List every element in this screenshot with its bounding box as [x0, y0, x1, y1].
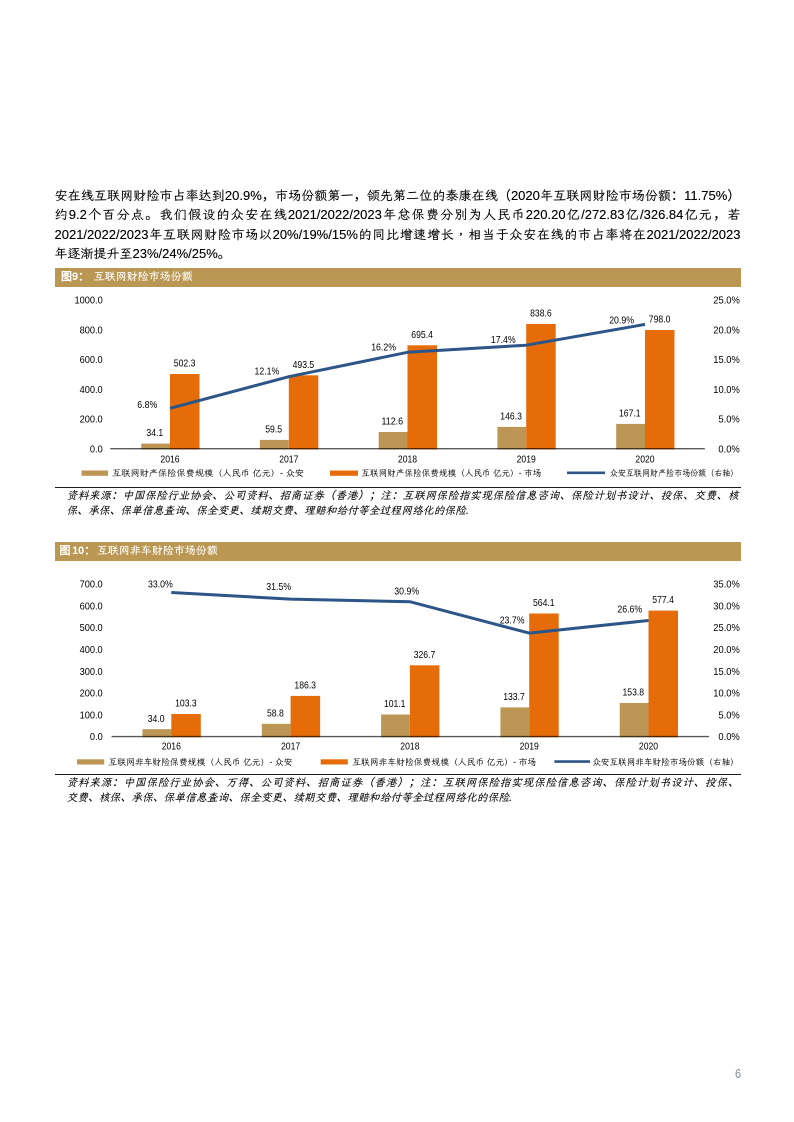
- svg-text:0.0%: 0.0%: [718, 444, 739, 455]
- svg-text:167.1: 167.1: [619, 409, 641, 420]
- svg-text:众安互联网财产险市场份额（右轴）: 众安互联网财产险市场份额（右轴）: [610, 468, 739, 478]
- svg-text:101.1: 101.1: [384, 699, 406, 710]
- svg-text:1000.0: 1000.0: [75, 296, 103, 307]
- svg-text:5.0%: 5.0%: [718, 710, 739, 721]
- svg-text:23.7%: 23.7%: [500, 616, 525, 627]
- svg-text:577.4: 577.4: [652, 595, 674, 606]
- svg-text:20.0%: 20.0%: [713, 645, 740, 656]
- svg-text:2020: 2020: [635, 455, 654, 466]
- svg-text:2019: 2019: [520, 741, 539, 752]
- svg-text:20.9%: 20.9%: [609, 316, 634, 327]
- svg-text:33.0%: 33.0%: [148, 580, 173, 591]
- svg-text:众安互联网非车财险市场份额（右轴）: 众安互联网非车财险市场份额（右轴）: [592, 757, 739, 767]
- svg-text:互联网非车财险保费规模（人民币 亿元）- 众安: 互联网非车财险保费规模（人民币 亿元）- 众安: [108, 757, 292, 767]
- svg-text:326.7: 326.7: [414, 650, 436, 661]
- svg-text:2016: 2016: [160, 455, 179, 466]
- svg-text:200.0: 200.0: [80, 689, 103, 700]
- svg-text:26.6%: 26.6%: [617, 604, 642, 615]
- svg-text:133.7: 133.7: [503, 692, 525, 703]
- svg-text:15.0%: 15.0%: [713, 355, 740, 366]
- svg-text:6.8%: 6.8%: [137, 400, 157, 411]
- svg-text:300.0: 300.0: [80, 667, 103, 678]
- svg-text:互联网非车财险保费规模（人民币 亿元）- 市场: 互联网非车财险保费规模（人民币 亿元）- 市场: [352, 757, 536, 767]
- svg-text:600.0: 600.0: [80, 355, 103, 366]
- svg-text:25.0%: 25.0%: [713, 296, 740, 307]
- svg-text:2020: 2020: [639, 741, 658, 752]
- svg-text:30.0%: 30.0%: [713, 601, 740, 612]
- svg-text:502.3: 502.3: [174, 359, 196, 370]
- svg-text:20.0%: 20.0%: [713, 325, 740, 336]
- svg-text:34.1: 34.1: [146, 428, 163, 439]
- svg-text:400.0: 400.0: [80, 385, 103, 396]
- svg-text:800.0: 800.0: [80, 325, 103, 336]
- svg-text:互联网财产保险保费规模（人民币 亿元）- 市场: 互联网财产保险保费规模（人民币 亿元）- 市场: [361, 468, 541, 478]
- svg-text:500.0: 500.0: [80, 623, 103, 634]
- svg-text:30.9%: 30.9%: [394, 587, 419, 598]
- svg-text:15.0%: 15.0%: [713, 667, 740, 678]
- svg-text:2019: 2019: [517, 455, 536, 466]
- svg-text:5.0%: 5.0%: [718, 415, 739, 426]
- svg-text:16.2%: 16.2%: [371, 342, 396, 353]
- svg-text:798.0: 798.0: [649, 315, 671, 326]
- svg-text:112.6: 112.6: [382, 417, 404, 428]
- svg-text:2018: 2018: [400, 741, 419, 752]
- svg-text:564.1: 564.1: [533, 598, 555, 609]
- svg-text:600.0: 600.0: [80, 601, 103, 612]
- svg-text:200.0: 200.0: [80, 415, 103, 426]
- svg-text:153.8: 153.8: [623, 688, 645, 699]
- svg-text:700.0: 700.0: [80, 579, 103, 590]
- svg-text:146.3: 146.3: [500, 412, 522, 423]
- svg-text:25.0%: 25.0%: [713, 623, 740, 634]
- svg-text:0.0%: 0.0%: [718, 732, 739, 743]
- svg-text:2017: 2017: [279, 455, 298, 466]
- svg-text:2016: 2016: [162, 741, 181, 752]
- svg-text:400.0: 400.0: [80, 645, 103, 656]
- svg-text:58.8: 58.8: [267, 708, 284, 719]
- svg-text:838.6: 838.6: [530, 309, 552, 320]
- svg-text:100.0: 100.0: [80, 710, 103, 721]
- svg-text:12.1%: 12.1%: [255, 366, 280, 377]
- svg-text:31.5%: 31.5%: [266, 582, 291, 593]
- svg-text:0.0: 0.0: [90, 732, 103, 743]
- svg-text:34.0: 34.0: [148, 714, 165, 725]
- svg-text:59.5: 59.5: [265, 425, 282, 436]
- svg-text:0.0: 0.0: [90, 444, 103, 455]
- svg-text:103.3: 103.3: [175, 699, 197, 710]
- svg-text:2018: 2018: [398, 455, 417, 466]
- svg-text:35.0%: 35.0%: [713, 579, 740, 590]
- svg-text:493.5: 493.5: [293, 360, 315, 371]
- svg-text:互联网财产保险保费规模（人民币 亿元）- 众安: 互联网财产保险保费规模（人民币 亿元）- 众安: [112, 468, 304, 478]
- svg-text:10.0%: 10.0%: [713, 385, 740, 396]
- svg-text:2017: 2017: [281, 741, 300, 752]
- svg-text:10.0%: 10.0%: [713, 689, 740, 700]
- svg-text:695.4: 695.4: [411, 330, 433, 341]
- svg-text:17.4%: 17.4%: [491, 335, 516, 346]
- svg-text:186.3: 186.3: [294, 680, 316, 691]
